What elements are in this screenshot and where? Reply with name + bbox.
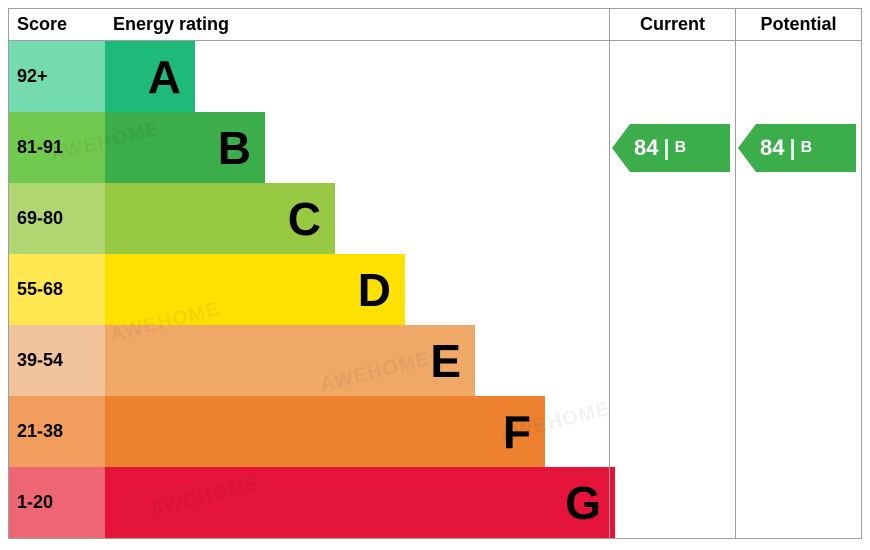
current-pointer-separator: | [663,135,669,161]
chart-body: 92+A81-91B69-80C55-68D39-54E21-38F1-20G … [9,41,861,538]
rating-letter-e: E [430,325,461,396]
potential-pointer-separator: | [789,135,795,161]
potential-pointer-letter: B [801,139,813,157]
potential-column: 84| B [735,41,861,538]
potential-pointer: 84| B [738,124,856,172]
rating-letter-a: A [148,41,181,112]
rating-row-e: 39-54 E [9,325,609,396]
rating-bar-a: A [105,41,195,112]
rating-letter-c: C [288,183,321,254]
rating-bar-f: F [105,396,545,467]
rating-bar-b: B [105,112,265,183]
rating-row-g: 1-20 G [9,467,609,538]
rating-row-b: 81-91 B [9,112,609,183]
score-cell-a: 92+ [9,41,105,112]
score-cell-f: 21-38 [9,396,105,467]
current-pointer: 84| B [612,124,730,172]
rating-letter-g: G [565,467,601,538]
score-cell-c: 69-80 [9,183,105,254]
potential-pointer-label: 84| B [760,124,812,172]
rating-row-c: 69-80 C [9,183,609,254]
current-pointer-letter: B [675,139,687,157]
current-column: 84| B [609,41,735,538]
score-cell-d: 55-68 [9,254,105,325]
rating-row-a: 92+ A [9,41,609,112]
rating-rows: 92+ A 81-91 B 69-80 C 55-68 D 39-54 E 21-38 F 1-20 G [9,41,609,538]
rating-letter-d: D [358,254,391,325]
epc-chart: Score Energy rating Current Potential 92… [8,8,862,539]
score-cell-g: 1-20 [9,467,105,538]
potential-pointer-score: 84 [760,135,784,161]
rating-bar-e: E [105,325,475,396]
header-potential: Potential [735,9,861,40]
rating-row-f: 21-38 F [9,396,609,467]
current-pointer-score: 84 [634,135,658,161]
header-current: Current [609,9,735,40]
header-score: Score [9,9,105,40]
rating-bar-g: G [105,467,615,538]
current-pointer-label: 84| B [634,124,686,172]
score-cell-b: 81-91 [9,112,105,183]
rating-bar-d: D [105,254,405,325]
header-rating: Energy rating [105,9,609,40]
rating-letter-b: B [218,112,251,183]
rating-bar-c: C [105,183,335,254]
header-row: Score Energy rating Current Potential [9,9,861,41]
rating-row-d: 55-68 D [9,254,609,325]
score-cell-e: 39-54 [9,325,105,396]
rating-letter-f: F [503,396,531,467]
